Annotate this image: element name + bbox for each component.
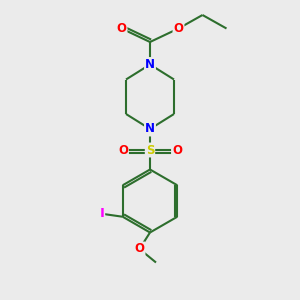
Text: I: I [99,207,104,220]
Text: O: O [134,242,145,256]
Text: O: O [118,143,128,157]
Text: O: O [173,22,184,35]
Text: O: O [172,143,182,157]
Text: S: S [146,143,154,157]
Text: N: N [145,58,155,71]
Text: N: N [145,122,155,136]
Text: O: O [116,22,127,35]
